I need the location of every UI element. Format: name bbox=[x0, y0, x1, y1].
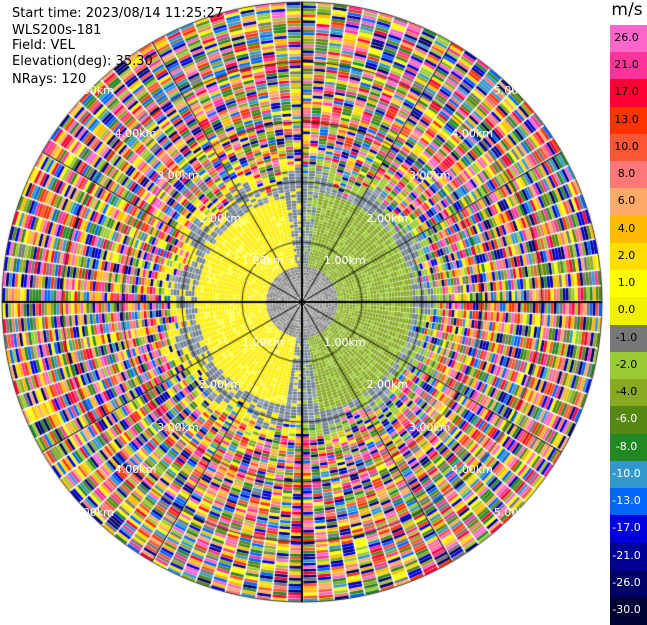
colorbar-tick-label: 13.0 bbox=[614, 112, 639, 126]
range-ring-label: 5.00km bbox=[72, 505, 114, 519]
colorbar-swatch bbox=[610, 133, 647, 163]
colorbar-swatch bbox=[610, 242, 647, 272]
colorbar-tick-label: 10.0 bbox=[614, 139, 639, 153]
colorbar-swatch bbox=[610, 215, 647, 244]
range-ring-label: 2.00km bbox=[199, 378, 242, 392]
colorbar-tick-label: -6.0 bbox=[615, 412, 638, 426]
colorbar-swatch bbox=[610, 379, 647, 408]
range-ring-label: 3.00km bbox=[157, 169, 199, 183]
colorbar-tick-label: -8.0 bbox=[615, 439, 638, 453]
colorbar-swatch bbox=[610, 161, 647, 190]
range-ring-label: 4.00km bbox=[451, 463, 493, 477]
field-label: Field: VEL bbox=[12, 38, 75, 53]
colorbar-swatch bbox=[610, 79, 647, 108]
colorbar-swatch bbox=[610, 488, 647, 517]
range-ring-label: 3.00km bbox=[408, 420, 451, 434]
colorbar-swatch bbox=[610, 188, 647, 217]
colorbar-tick-label: 17.0 bbox=[614, 85, 639, 99]
colorbar-tick-label: -4.0 bbox=[615, 385, 638, 399]
range-ring-label: 1.00km bbox=[241, 336, 284, 350]
range-ring-label: 2.00km bbox=[366, 378, 409, 392]
range-ring-label: 4.00km bbox=[114, 463, 157, 477]
colorbar-tick-label: 0.0 bbox=[617, 303, 636, 317]
colorbar-tick-label: -1.0 bbox=[615, 330, 638, 344]
colorbar-tick-label: 2.0 bbox=[617, 248, 636, 262]
colorbar-swatch bbox=[610, 569, 647, 598]
colorbar-tick-label: -2.0 bbox=[615, 357, 638, 371]
instrument-label: WLS200s-181 bbox=[12, 23, 102, 38]
colorbar-tick-label: 26.0 bbox=[614, 31, 639, 44]
colorbar-swatch bbox=[610, 52, 647, 81]
colorbar-tick-label: -21.0 bbox=[612, 548, 641, 562]
range-ring-label: 5.00km bbox=[493, 84, 536, 98]
colorbar-swatch bbox=[610, 297, 647, 326]
colorbar-swatch bbox=[610, 542, 647, 571]
colorbar-tick-label: -30.0 bbox=[612, 603, 641, 616]
colorbar-swatch bbox=[610, 106, 647, 135]
colorbar-unit: m/s bbox=[611, 0, 643, 20]
colorbar-swatch bbox=[610, 515, 647, 544]
colorbar-swatch bbox=[610, 433, 647, 462]
range-ring-label: 4.00km bbox=[451, 126, 493, 140]
range-ring-label: 1.00km bbox=[324, 335, 366, 349]
range-ring-label: 2.00km bbox=[199, 211, 242, 225]
elevation-label: Elevation(deg): 35.30 bbox=[12, 54, 153, 69]
colorbar-tick-label: 8.0 bbox=[617, 167, 636, 181]
radar-ppi-plot bbox=[0, 0, 606, 607]
colorbar-tick-label: 21.0 bbox=[614, 58, 639, 72]
colorbar-swatch bbox=[610, 270, 647, 299]
range-ring-label: 5.00km bbox=[493, 505, 536, 519]
range-ring-label: 1.00km bbox=[241, 253, 284, 267]
colorbar-swatch bbox=[610, 406, 647, 435]
range-ring-label: 1.00km bbox=[324, 254, 366, 267]
colorbar-tick-label: -13.0 bbox=[612, 494, 641, 508]
colorbar-swatch bbox=[610, 324, 647, 353]
colorbar-tick-label: -10.0 bbox=[612, 466, 641, 480]
colorbar-tick-label: -26.0 bbox=[612, 575, 641, 589]
start-time-label: Start time: 2023/08/14 11:25:27 bbox=[12, 6, 224, 21]
range-ring-label: 2.00km bbox=[366, 211, 409, 225]
colorbar-tick-label: -17.0 bbox=[612, 521, 641, 535]
colorbar-tick-label: 6.0 bbox=[617, 194, 636, 208]
range-ring-label: 3.00km bbox=[157, 420, 199, 434]
colorbar-swatch bbox=[610, 25, 647, 54]
colorbar-swatch bbox=[610, 460, 647, 490]
colorbar-tick-label: 4.0 bbox=[617, 221, 636, 235]
range-ring-label: 5.00km bbox=[72, 84, 114, 98]
range-ring-label: 4.00km bbox=[114, 126, 157, 140]
colorbar-tick-label: 1.0 bbox=[617, 276, 636, 290]
nrays-label: NRays: 120 bbox=[12, 72, 87, 87]
range-ring-label: 3.00km bbox=[408, 169, 451, 183]
colorbar-swatch bbox=[610, 351, 647, 381]
